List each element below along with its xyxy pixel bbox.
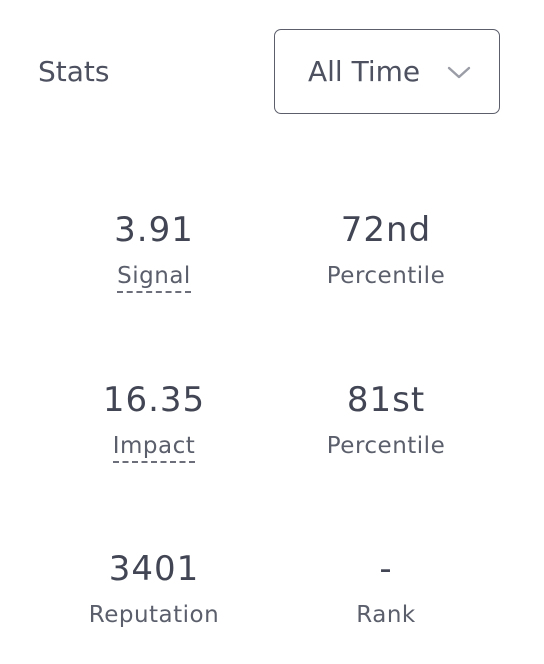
impact-percentile-stat: 81st Percentile: [286, 380, 486, 460]
rank-label: Rank: [356, 602, 416, 628]
signal-value: 3.91: [114, 210, 194, 250]
signal-label[interactable]: Signal: [117, 262, 191, 293]
reputation-label: Reputation: [88, 602, 220, 628]
reputation-stat: 3401 Reputation: [54, 549, 254, 629]
signal-percentile-stat: 72nd Percentile: [286, 210, 486, 290]
stats-title: Stats: [38, 55, 110, 88]
signal-stat: 3.91 Signal: [54, 210, 254, 293]
reputation-value: 3401: [108, 549, 200, 589]
impact-percentile-value: 81st: [346, 380, 426, 420]
rank-value: -: [379, 549, 393, 589]
impact-stat: 16.35 Impact: [54, 380, 254, 463]
rank-stat: - Rank: [286, 549, 486, 629]
chevron-down-icon: [447, 66, 471, 79]
signal-percentile-label: Percentile: [326, 263, 446, 289]
signal-percentile-value: 72nd: [340, 210, 432, 250]
time-range-selected: All Time: [308, 55, 421, 88]
time-range-dropdown[interactable]: All Time: [274, 29, 500, 114]
impact-percentile-label: Percentile: [326, 433, 446, 459]
impact-value: 16.35: [102, 380, 206, 420]
impact-label[interactable]: Impact: [112, 432, 196, 463]
